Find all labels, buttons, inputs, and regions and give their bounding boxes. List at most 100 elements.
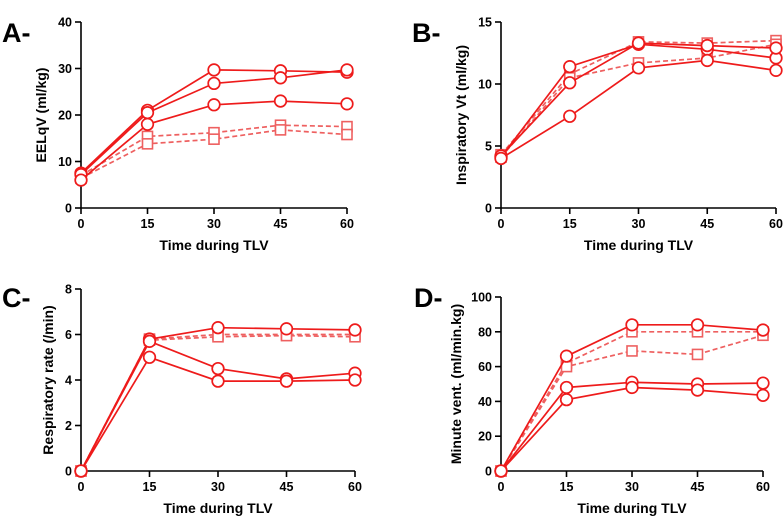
y-axis-title: Inspiratory Vt (ml/kg) xyxy=(453,45,469,185)
chart-panel-3: C- 0 15 30 45 60 0 2 4 6 8 Time during TLV Respirato… xyxy=(2,283,362,517)
series-2 xyxy=(74,334,362,478)
data-point-circle xyxy=(207,63,221,77)
x-axis-title: Time during TLV xyxy=(163,500,273,516)
x-axis-title: Time during TLV xyxy=(159,237,269,253)
series-5 xyxy=(75,329,361,477)
data-point-circle xyxy=(631,36,646,50)
data-point-circle xyxy=(625,318,639,332)
panel-label: B- xyxy=(412,18,441,48)
x-tick-label: 15 xyxy=(563,217,577,231)
x-tick-label: 15 xyxy=(143,480,157,494)
x-tick-label: 45 xyxy=(691,480,705,494)
series-line xyxy=(500,39,777,156)
x-tick-label: 30 xyxy=(211,480,225,494)
data-point-circle xyxy=(207,98,221,112)
x-tick-label: 30 xyxy=(207,217,221,231)
data-point-circle xyxy=(559,349,574,363)
panel-label: D- xyxy=(414,283,443,313)
x-tick-label: 45 xyxy=(274,217,288,231)
y-axis-title: Respiratory rate (/min) xyxy=(40,305,56,454)
series-line xyxy=(500,334,764,472)
data-point-circle xyxy=(207,76,221,91)
data-point-circle xyxy=(494,151,508,166)
data-point-circle xyxy=(279,374,294,388)
x-tick-label: 0 xyxy=(78,480,85,494)
x-tick-label: 45 xyxy=(280,480,294,494)
x-tick-label: 45 xyxy=(700,217,714,231)
chart-panel-4: D- 0 15 30 45 60 0 20 40 60 80 100 Time during TLV Mi… xyxy=(414,283,770,516)
series-3 xyxy=(74,94,354,187)
x-tick-label: 15 xyxy=(141,217,155,231)
data-point-square xyxy=(341,128,353,141)
series-line xyxy=(500,386,764,472)
data-point-circle xyxy=(273,94,288,108)
chart-panel-2: B- 0 15 30 45 60 0 5 10 15 Time during TLV Inspirat… xyxy=(412,16,783,254)
y-tick-label: 100 xyxy=(471,291,492,305)
y-axis-title: EELqV (ml/kg) xyxy=(33,68,49,163)
y-tick-label: 0 xyxy=(65,465,72,479)
series-line xyxy=(500,381,764,472)
data-point-circle xyxy=(74,464,88,478)
x-tick-label: 15 xyxy=(560,480,574,494)
series-line xyxy=(500,43,777,158)
y-tick-label: 5 xyxy=(485,140,492,154)
x-tick-label: 60 xyxy=(348,480,362,494)
data-point-circle xyxy=(273,71,288,85)
data-point-circle xyxy=(348,373,362,387)
data-point-circle xyxy=(340,97,354,111)
series-line xyxy=(500,330,763,472)
x-axis-title: Time during TLV xyxy=(584,237,694,253)
y-tick-label: 30 xyxy=(58,62,72,76)
series-4 xyxy=(495,34,782,161)
y-tick-label: 40 xyxy=(478,395,492,409)
panel-label: C- xyxy=(2,283,31,313)
series-2 xyxy=(494,36,783,163)
series-4 xyxy=(75,328,361,477)
data-point-circle xyxy=(563,109,577,123)
panel-label: A- xyxy=(2,18,31,48)
y-axis-title: Minute vent. (ml/min.kg) xyxy=(448,304,464,464)
data-point-circle xyxy=(756,388,770,402)
series-1 xyxy=(494,318,770,478)
x-axis-title: Time during TLV xyxy=(577,500,687,516)
data-point-square xyxy=(141,138,154,150)
y-tick-label: 15 xyxy=(478,16,492,30)
data-point-circle xyxy=(211,321,225,335)
y-tick-label: 2 xyxy=(65,419,72,433)
data-point-circle xyxy=(74,173,88,187)
series-5 xyxy=(495,329,769,477)
x-tick-label: 60 xyxy=(769,217,783,231)
series-5 xyxy=(495,38,782,163)
series-line xyxy=(80,326,356,472)
y-tick-label: 80 xyxy=(478,325,492,339)
y-tick-label: 0 xyxy=(485,465,492,479)
series-3 xyxy=(494,53,783,166)
y-tick-label: 60 xyxy=(478,360,492,374)
data-point-circle xyxy=(279,322,294,336)
y-tick-label: 0 xyxy=(485,202,492,216)
data-point-circle xyxy=(142,334,157,348)
data-point-circle xyxy=(769,41,783,55)
data-point-square xyxy=(208,133,220,145)
data-point-circle xyxy=(211,361,225,376)
y-tick-label: 40 xyxy=(58,16,72,30)
series-line xyxy=(80,124,348,177)
data-point-circle xyxy=(140,106,155,120)
y-tick-label: 4 xyxy=(65,374,72,388)
series-line xyxy=(80,340,356,472)
data-point-circle xyxy=(769,63,783,78)
x-tick-label: 60 xyxy=(756,480,770,494)
x-tick-label: 30 xyxy=(632,217,646,231)
x-tick-label: 0 xyxy=(498,480,505,494)
data-point-square xyxy=(626,345,638,357)
data-point-circle xyxy=(631,61,646,75)
data-point-circle xyxy=(756,376,770,390)
y-tick-label: 6 xyxy=(65,328,72,342)
chart-panel-1: A- 0 15 30 45 60 0 10 20 30 40 Time during TLV EELqV… xyxy=(2,16,354,254)
data-point-circle xyxy=(559,393,574,407)
data-point-circle xyxy=(211,374,225,388)
series-line xyxy=(80,129,348,179)
data-point-circle xyxy=(563,76,577,90)
y-tick-label: 0 xyxy=(65,202,72,216)
data-point-circle xyxy=(625,380,639,395)
